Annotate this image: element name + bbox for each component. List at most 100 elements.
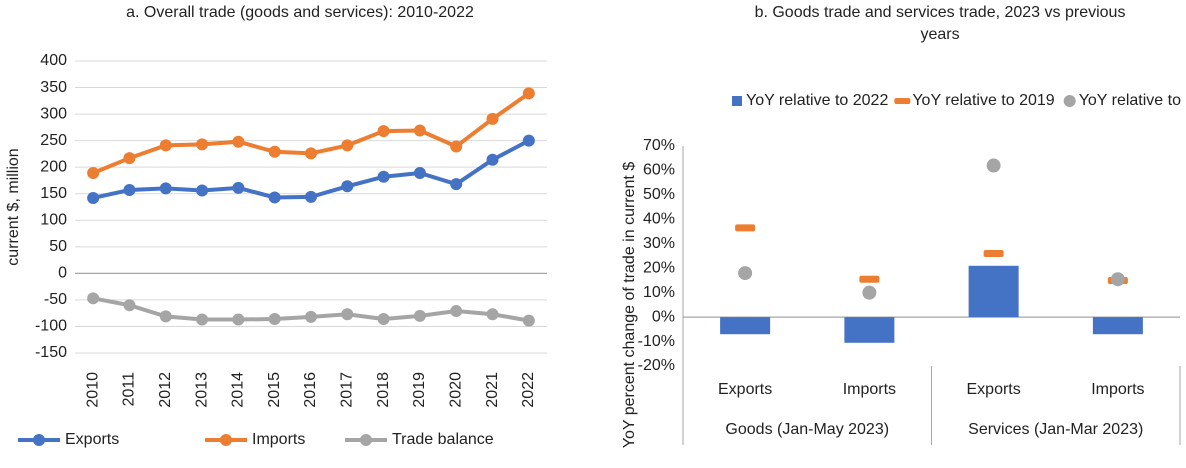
x-tick-label: Imports: [843, 381, 896, 398]
point: [522, 134, 535, 147]
point: [522, 87, 535, 100]
point: [268, 313, 281, 326]
y-tick-label: 10%: [643, 284, 675, 301]
point: [232, 181, 245, 194]
point: [486, 112, 499, 125]
y-tick-label: 0: [58, 265, 67, 282]
dash-marker: [983, 250, 1004, 258]
y-tick-label: 60%: [643, 162, 675, 179]
y-axis-title: current $, million: [5, 148, 22, 265]
point: [450, 140, 463, 153]
point: [196, 313, 209, 326]
x-tick-label: Exports: [967, 381, 1021, 398]
dot-marker: [1110, 272, 1125, 287]
chart-title: b. Goods trade and services trade, 2023 …: [754, 4, 1126, 43]
group-label: Services (Jan-Mar 2023): [968, 421, 1143, 438]
point: [450, 305, 463, 318]
x-tick-label: 2012: [157, 372, 174, 408]
y-tick-label: 150: [40, 185, 67, 202]
y-tick-label: -10%: [638, 333, 675, 350]
y-tick-label: 100: [40, 211, 67, 228]
point: [377, 125, 390, 138]
bar: [1092, 317, 1143, 335]
x-tick-label: Imports: [1091, 381, 1144, 398]
x-tick-label: 2017: [339, 372, 356, 408]
point: [159, 310, 172, 323]
bar: [844, 317, 895, 343]
y-tick-label: 0%: [652, 308, 675, 325]
point: [486, 153, 499, 166]
point: [87, 292, 100, 305]
x-tick-label: 2015: [266, 372, 283, 408]
legend-label: YoY relative to 2021: [1079, 92, 1186, 109]
group-label: Goods (Jan-May 2023): [725, 421, 889, 438]
dot-marker: [986, 158, 1001, 173]
y-tick-label: 300: [40, 105, 67, 122]
y-tick-label: 50: [49, 238, 67, 255]
legend-label: Imports: [252, 431, 305, 448]
point: [232, 313, 245, 326]
x-tick-label: 2020: [447, 372, 464, 408]
legend-marker: [732, 96, 742, 106]
y-tick-label: 250: [40, 132, 67, 149]
point: [413, 167, 426, 180]
point: [341, 180, 354, 193]
point: [159, 139, 172, 152]
point: [123, 299, 136, 312]
y-tick-label: -20%: [638, 357, 675, 374]
y-tick-label: 200: [40, 158, 67, 175]
point: [268, 145, 281, 158]
x-tick-label: 2022: [520, 372, 537, 408]
legend-marker: [1063, 95, 1076, 107]
point: [377, 170, 390, 183]
legend-label: Trade balance: [392, 431, 494, 448]
y-tick-label: 20%: [643, 259, 675, 276]
legend-marker: [33, 434, 45, 446]
point: [87, 167, 100, 180]
point: [268, 191, 281, 204]
dash-marker: [735, 224, 756, 232]
y-tick-label: -100: [35, 318, 67, 335]
point: [413, 309, 426, 322]
point: [413, 124, 426, 137]
y-tick-label: 400: [40, 52, 67, 69]
x-tick-label: 2013: [193, 372, 210, 408]
legend-label: Exports: [65, 431, 119, 448]
series-line: [92, 91, 530, 175]
point: [305, 147, 317, 160]
point: [486, 308, 499, 321]
dot-marker: [862, 285, 877, 300]
x-tick-label: 2021: [484, 372, 501, 408]
point: [305, 310, 317, 323]
point: [305, 190, 317, 203]
point: [87, 191, 100, 204]
x-tick-label: 2011: [121, 372, 138, 407]
point: [450, 178, 463, 191]
bar: [720, 317, 771, 335]
y-tick-label: 50%: [643, 186, 675, 203]
y-tick-label: 40%: [643, 211, 675, 228]
dash-marker: [859, 275, 880, 283]
x-tick-label: 2019: [411, 372, 428, 408]
point: [196, 138, 209, 151]
point: [377, 313, 390, 326]
y-tick-label: 70%: [643, 137, 675, 154]
point: [196, 184, 209, 197]
y-tick-label: 30%: [643, 235, 675, 252]
point: [341, 308, 354, 321]
chart-title: a. Overall trade (goods and services): 2…: [126, 4, 474, 21]
y-tick-label: -150: [35, 344, 67, 361]
x-tick-label: 2014: [230, 372, 247, 408]
y-axis-title: YoY percent change of trade in current $: [621, 162, 638, 449]
legend-marker: [220, 434, 232, 446]
point: [522, 314, 535, 327]
legend-marker: [894, 98, 911, 104]
x-tick-label: 2016: [302, 372, 319, 408]
legend-label: YoY relative to 2019: [912, 92, 1054, 109]
legend-label: YoY relative to 2022: [746, 92, 888, 109]
point: [232, 135, 245, 148]
x-tick-label: Exports: [718, 381, 772, 398]
point: [123, 152, 136, 165]
